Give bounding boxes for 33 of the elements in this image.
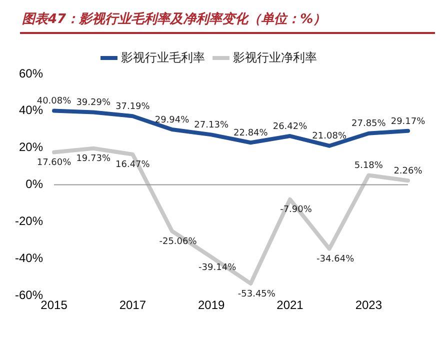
data-label: 21.08% [312,132,347,142]
data-label: -7.90% [280,205,312,216]
x-tick-label: 2023 [355,298,382,312]
x-tick-label: 2019 [198,298,226,312]
data-label: -34.64% [316,254,355,265]
data-label: 37.19% [116,102,150,112]
data-label: 17.60% [36,158,72,168]
data-label: 16.47% [116,160,150,170]
y-tick-label: 20% [18,140,44,154]
chart-title: 图表47：影视行业毛利率及净利率变化（单位：%） [22,10,326,28]
legend-label: 影视行业净利率 [233,50,317,64]
data-label: 27.13% [194,120,229,131]
y-tick-label: -20% [15,214,44,228]
x-tick-label: 2017 [119,298,146,312]
data-label: 19.73% [76,154,111,164]
data-label: 22.84% [234,128,268,138]
y-tick-label: 0% [26,177,44,192]
data-label: 39.29% [76,98,111,108]
x-tick-label: 2021 [276,298,304,312]
y-tick-label: -40% [15,250,44,265]
legend-label: 影视行业毛利率 [121,50,205,64]
data-label: 26.42% [272,122,308,132]
data-label: 29.17% [390,116,426,127]
data-label: 2.26% [394,166,423,176]
data-label: 29.94% [154,115,190,126]
data-label: -53.45% [238,289,276,300]
data-label: 5.18% [354,161,384,172]
data-label: 27.85% [352,119,386,130]
y-tick-label: 60% [18,66,44,80]
x-tick-label: 2015 [40,298,68,312]
data-label: -39.14% [198,262,237,273]
y-tick-label: -60% [15,288,44,302]
data-label: -25.06% [159,236,198,247]
